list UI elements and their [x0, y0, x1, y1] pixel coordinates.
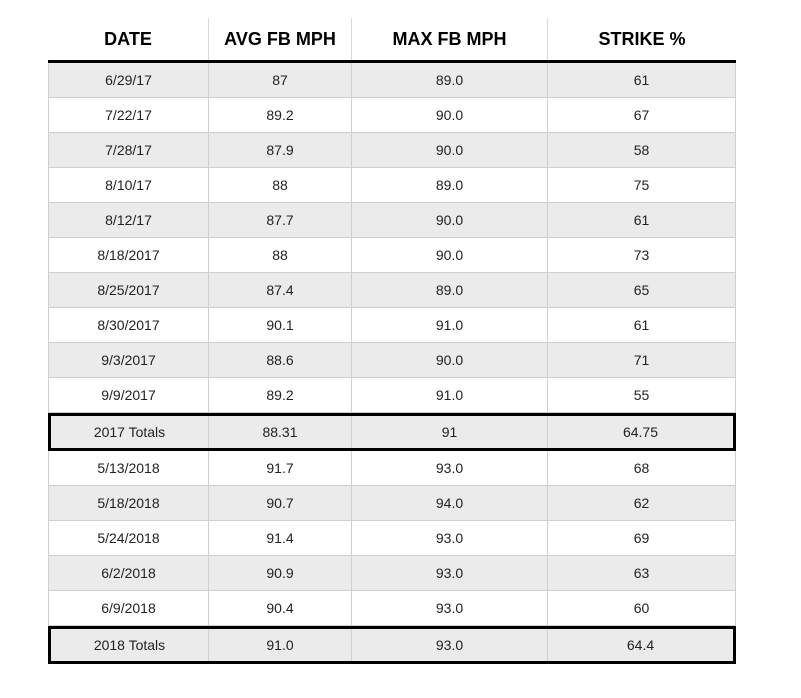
table-row: 6/9/2018 90.4 93.0 60	[48, 591, 736, 626]
cell-max-fb-mph: 89.0	[352, 63, 548, 97]
cell-max-fb-mph: 91.0	[352, 378, 548, 412]
cell-avg-fb-mph: 87.9	[209, 133, 352, 167]
cell-date: 7/22/17	[49, 98, 209, 132]
pitching-stats-table: DATE AVG FB MPH MAX FB MPH STRIKE % 6/29…	[48, 18, 736, 664]
cell-max-fb-mph: 93.0	[352, 629, 548, 661]
table-row: 8/18/2017 88 90.0 73	[48, 238, 736, 273]
table-row: 6/2/2018 90.9 93.0 63	[48, 556, 736, 591]
cell-strike-percent: 61	[633, 317, 650, 333]
cell-date: 8/18/2017	[49, 238, 209, 272]
cell-avg-fb-mph: 88.31	[209, 416, 352, 448]
cell-max-fb-mph: 93.0	[352, 556, 548, 590]
cell-date: 7/28/17	[49, 133, 209, 167]
column-header-date: DATE	[48, 18, 209, 60]
cell-avg-fb-mph: 90.7	[209, 486, 352, 520]
cell-avg-fb-mph: 90.9	[209, 556, 352, 590]
cell-date: 9/9/2017	[49, 378, 209, 412]
cell-max-fb-mph: 93.0	[352, 521, 548, 555]
table-row: 8/10/17 88 89.0 75	[48, 168, 736, 203]
cell-max-fb-mph: 90.0	[352, 343, 548, 377]
cell-avg-fb-mph: 90.4	[209, 591, 352, 625]
table-row: 7/22/17 89.2 90.0 67	[48, 98, 736, 133]
cell-strike-percent: 71	[633, 352, 650, 368]
cell-max-fb-mph: 90.0	[352, 133, 548, 167]
cell-date: 6/29/17	[49, 63, 209, 97]
cell-avg-fb-mph: 88.6	[209, 343, 352, 377]
cell-strike-percent: 61	[633, 212, 650, 228]
cell-date: 8/25/2017	[49, 273, 209, 307]
cell-avg-fb-mph: 91.7	[209, 451, 352, 485]
cell-avg-fb-mph: 87.4	[209, 273, 352, 307]
cell-strike-percent: 60	[633, 600, 650, 616]
cell-date: 2018 Totals	[51, 629, 209, 661]
column-header-avg-fb-mph: AVG FB MPH	[209, 18, 352, 60]
cell-avg-fb-mph: 91.4	[209, 521, 352, 555]
cell-avg-fb-mph: 91.0	[209, 629, 352, 661]
table-header: DATE AVG FB MPH MAX FB MPH STRIKE %	[48, 18, 736, 63]
cell-date: 5/18/2018	[49, 486, 209, 520]
column-header-max-fb-mph: MAX FB MPH	[352, 18, 548, 60]
cell-max-fb-mph: 89.0	[352, 273, 548, 307]
table-row: 8/25/2017 87.4 89.0 65	[48, 273, 736, 308]
totals-row: 2017 Totals 88.31 91 64.75	[48, 413, 736, 451]
cell-strike-percent: 61	[633, 72, 650, 88]
cell-avg-fb-mph: 88	[209, 238, 352, 272]
column-header-strike-percent: STRIKE %	[598, 28, 686, 49]
cell-date: 2017 Totals	[51, 416, 209, 448]
totals-row: 2018 Totals 91.0 93.0 64.4	[48, 626, 736, 664]
cell-max-fb-mph: 93.0	[352, 591, 548, 625]
cell-avg-fb-mph: 88	[209, 168, 352, 202]
cell-date: 8/10/17	[49, 168, 209, 202]
table-row: 9/9/2017 89.2 91.0 55	[48, 378, 736, 413]
cell-max-fb-mph: 91	[352, 416, 548, 448]
cell-max-fb-mph: 94.0	[352, 486, 548, 520]
cell-strike-percent: 67	[633, 107, 650, 123]
cell-strike-percent: 68	[633, 460, 650, 476]
cell-date: 9/3/2017	[49, 343, 209, 377]
cell-strike-percent: 69	[633, 530, 650, 546]
table-row: 8/12/17 87.7 90.0 61	[48, 203, 736, 238]
table-row: 5/18/2018 90.7 94.0 62	[48, 486, 736, 521]
cell-strike-percent: 73	[633, 247, 650, 263]
cell-strike-percent: 58	[633, 142, 650, 158]
cell-strike-percent: 55	[633, 387, 650, 403]
cell-date: 8/30/2017	[49, 308, 209, 342]
cell-max-fb-mph: 93.0	[352, 451, 548, 485]
cell-strike-percent: 62	[633, 495, 650, 511]
cell-avg-fb-mph: 89.2	[209, 378, 352, 412]
cell-strike-percent: 64.75	[622, 424, 659, 440]
table-row: 5/13/2018 91.7 93.0 68	[48, 451, 736, 486]
cell-strike-percent: 65	[633, 282, 650, 298]
cell-date: 8/12/17	[49, 203, 209, 237]
table-row: 9/3/2017 88.6 90.0 71	[48, 343, 736, 378]
cell-max-fb-mph: 90.0	[352, 203, 548, 237]
cell-date: 5/24/2018	[49, 521, 209, 555]
cell-avg-fb-mph: 89.2	[209, 98, 352, 132]
table-row: 7/28/17 87.9 90.0 58	[48, 133, 736, 168]
cell-max-fb-mph: 90.0	[352, 238, 548, 272]
cell-date: 6/9/2018	[49, 591, 209, 625]
table-body: 6/29/17 87 89.0 61 7/22/17 89.2 90.0 67 7/28/17 8…	[48, 63, 736, 664]
cell-date: 6/2/2018	[49, 556, 209, 590]
table-row: 8/30/2017 90.1 91.0 61	[48, 308, 736, 343]
cell-avg-fb-mph: 87.7	[209, 203, 352, 237]
cell-date: 5/13/2018	[49, 451, 209, 485]
cell-avg-fb-mph: 87	[209, 63, 352, 97]
cell-strike-percent: 64.4	[626, 637, 655, 653]
cell-max-fb-mph: 90.0	[352, 98, 548, 132]
table-row: 5/24/2018 91.4 93.0 69	[48, 521, 736, 556]
cell-max-fb-mph: 89.0	[352, 168, 548, 202]
table-row: 6/29/17 87 89.0 61	[48, 63, 736, 98]
cell-strike-percent: 63	[633, 565, 650, 581]
cell-strike-percent: 75	[633, 177, 650, 193]
cell-max-fb-mph: 91.0	[352, 308, 548, 342]
cell-avg-fb-mph: 90.1	[209, 308, 352, 342]
